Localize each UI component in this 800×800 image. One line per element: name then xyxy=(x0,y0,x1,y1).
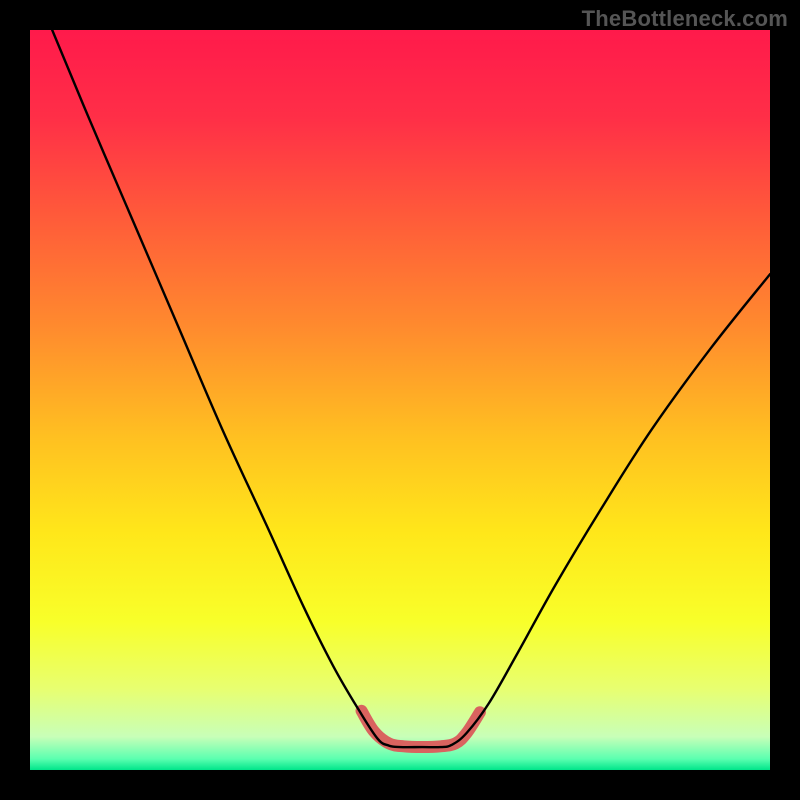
bottleneck-curve-chart xyxy=(30,30,770,770)
gradient-background xyxy=(30,30,770,770)
watermark-text: TheBottleneck.com xyxy=(582,6,788,32)
plot-area xyxy=(30,30,770,770)
chart-frame: TheBottleneck.com xyxy=(0,0,800,800)
